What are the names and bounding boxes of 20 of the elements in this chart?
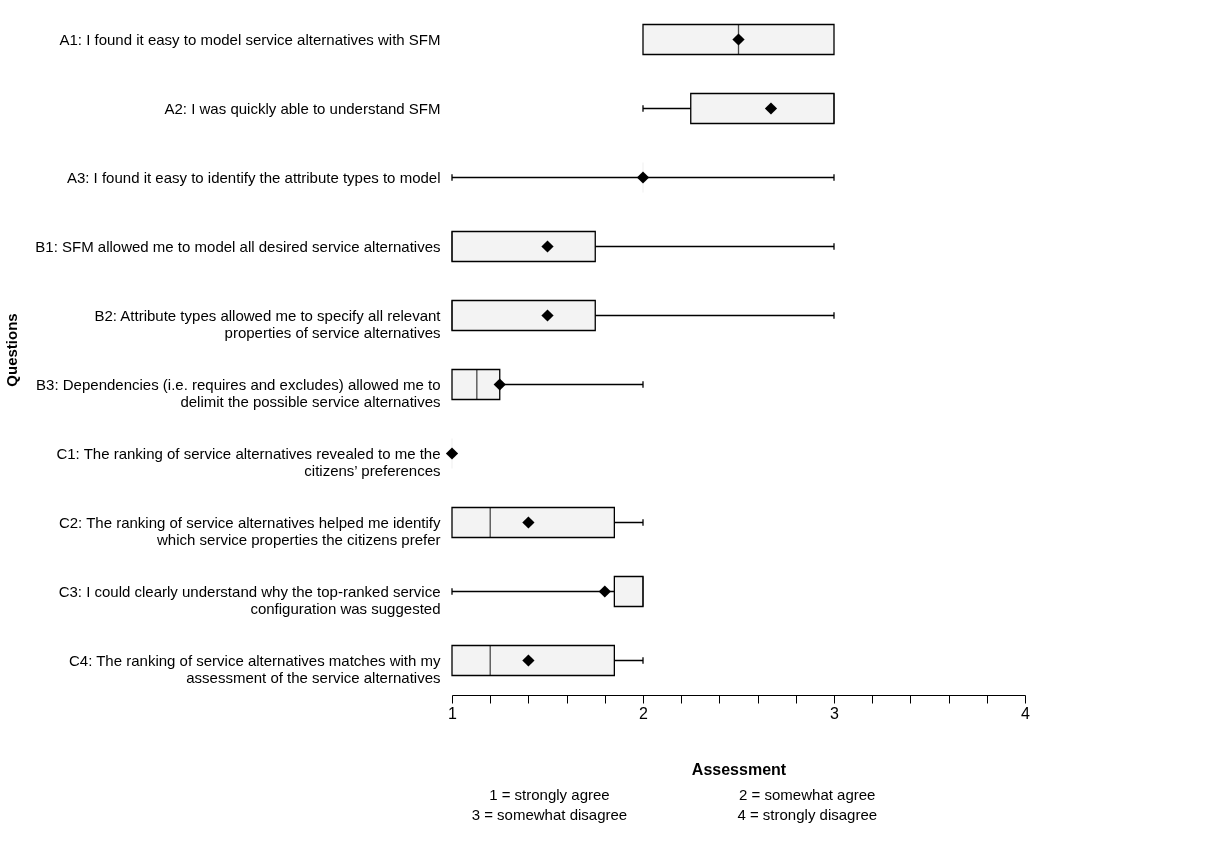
x-tick-label: 1 [448, 704, 458, 722]
y-tick-label: C1: The ranking of service alternatives revealed to me the citizens’ preferences [56, 444, 441, 479]
y-tick-label: C3: I could clearly understand why the top-ranked service configuration was suggested [58, 582, 441, 617]
y-tick-label: A1: I found it easy to model service alternatives with SFM [59, 30, 441, 48]
y-tick-label: B1: SFM allowed me to model all desired service alternatives [35, 237, 441, 255]
y-tick-label: A3: I found it easy to identify the attribute types to model [66, 168, 441, 186]
y-axis-title: Questions [3, 313, 20, 387]
x-tick-label: 4 [1021, 704, 1031, 722]
text: 2 = somewhat agree [739, 786, 876, 803]
x-tick-label: 3 [830, 704, 840, 722]
y-tick-label: B2: Attribute types allowed me to specify all relevant properties of service alternatives [94, 306, 442, 341]
text: 1 = strongly agree [489, 786, 610, 803]
x-axis-title: Assessment [691, 760, 787, 778]
y-tick-label: B3: Dependencies (i.e. requires and excludes) allowed me to delimit the possible service alternatives [36, 375, 441, 410]
text: 3 = somewhat disagree [471, 806, 628, 823]
y-tick-label: C4: The ranking of service alternatives matches with my assessment of the service alternatives [68, 651, 441, 686]
x-tick-label: 2 [639, 704, 649, 722]
text: 4 = strongly disagree [737, 806, 878, 823]
y-tick-label: A2: I was quickly able to understand SFM [164, 99, 441, 117]
y-tick-label: C2: The ranking of service alternatives helped me identify which service properties the citizens prefer [58, 513, 441, 548]
